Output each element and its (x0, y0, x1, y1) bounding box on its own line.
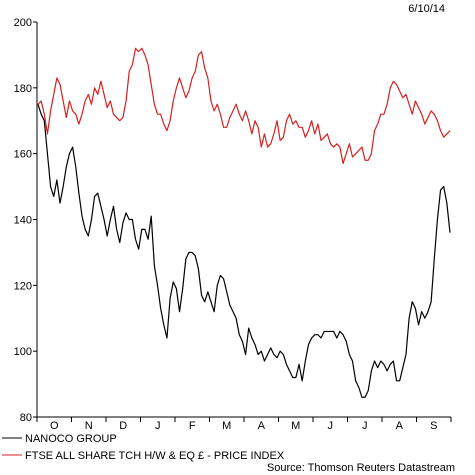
series-line-0 (37, 104, 451, 398)
y-tick-label-6: 200 (14, 17, 32, 29)
x-tick-label-1: N (85, 420, 93, 432)
y-tick-label-3: 140 (14, 215, 32, 227)
plot-area (37, 47, 451, 398)
legend: NANOCO GROUP FTSE ALL SHARE TCH H/W & EQ… (2, 433, 285, 462)
y-tick-label-2: 120 (14, 280, 32, 292)
x-tick-label-11: S (430, 420, 437, 432)
y-tick-label-4: 160 (14, 149, 32, 161)
series-line-1 (37, 47, 451, 165)
source-note: Source: Thomson Reuters Datastream (267, 462, 455, 474)
x-tick-label-5: M (222, 420, 231, 432)
y-tick-label-1: 100 (14, 346, 32, 358)
x-tick-label-10: A (396, 420, 404, 432)
x-tick-label-4: F (189, 420, 196, 432)
legend-label-1: FTSE ALL SHARE TCH H/W & EQ £ - PRICE IN… (25, 450, 285, 462)
y-axis: 80 100 120 140 160 180 200 (14, 17, 37, 424)
legend-label-0: NANOCO GROUP (25, 433, 117, 445)
x-tick-label-3: J (155, 420, 161, 432)
x-tick-label-7: M (291, 420, 300, 432)
x-tick-label-2: D (119, 420, 127, 432)
x-tick-label-0: O (50, 420, 59, 432)
date-label: 6/10/14 (408, 3, 445, 15)
x-tick-label-9: J (362, 420, 368, 432)
x-tick-label-6: A (258, 420, 266, 432)
y-tick-label-0: 80 (20, 412, 32, 424)
y-tick-label-5: 180 (14, 83, 32, 95)
x-tick-label-8: J (328, 420, 334, 432)
